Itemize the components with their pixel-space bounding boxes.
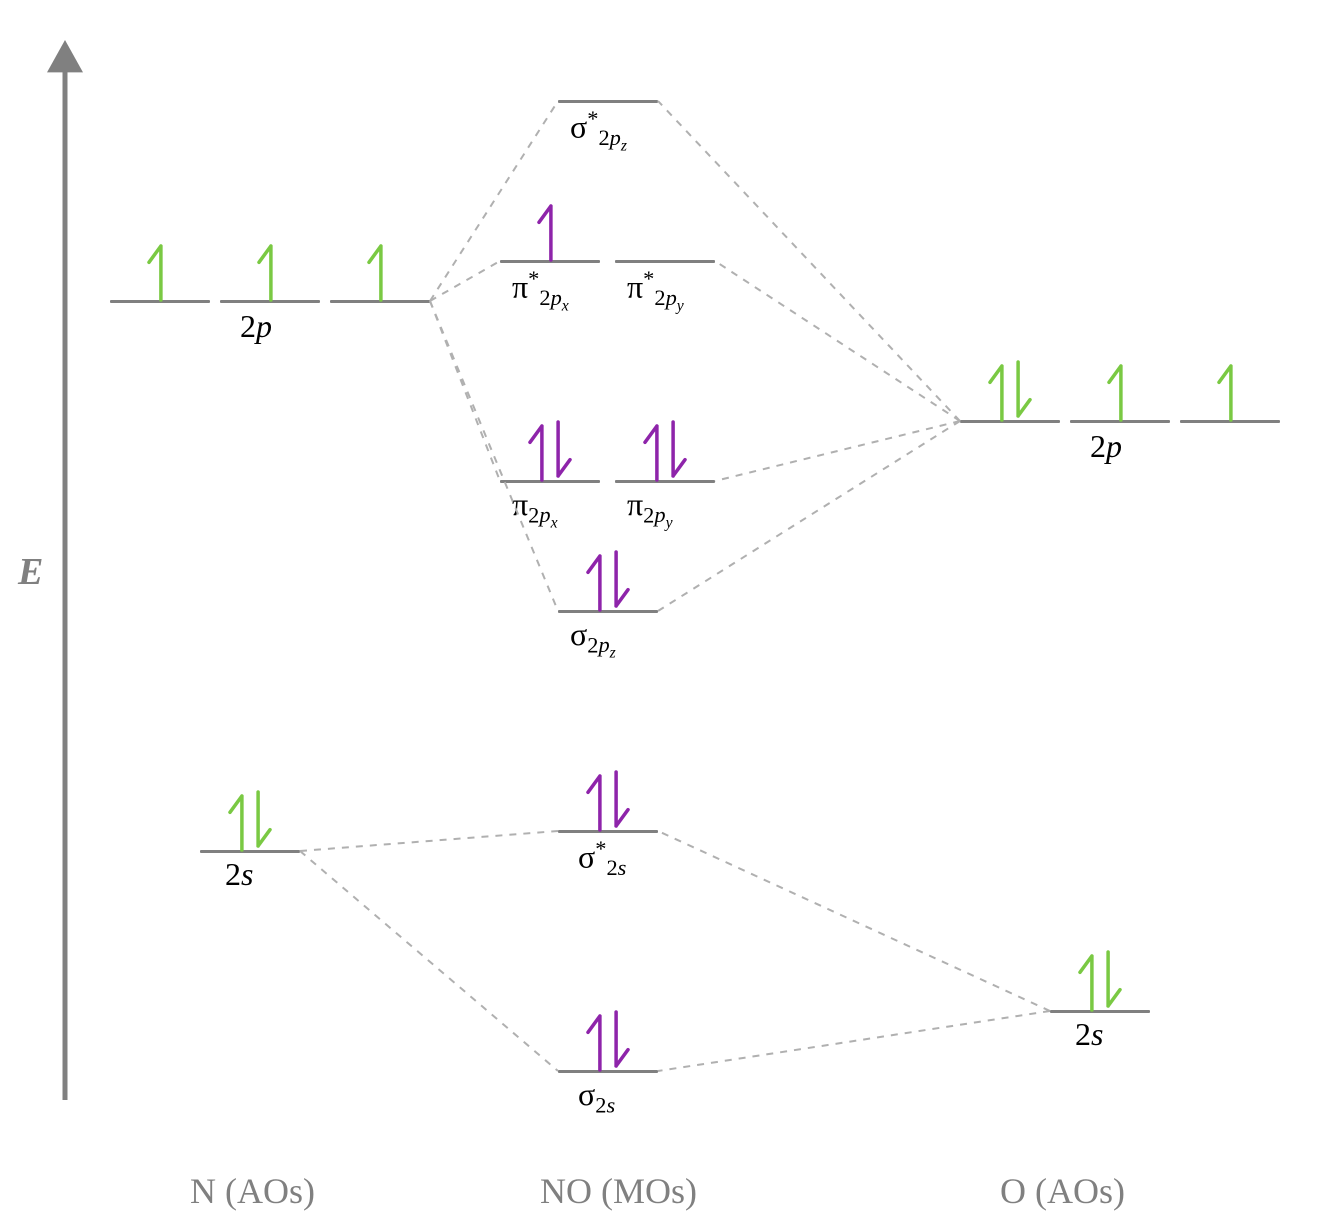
orbital-level-pi_2py <box>615 480 715 483</box>
spin-up-icon <box>647 422 665 480</box>
orbital-label-pi_2py: π2py <box>627 486 673 533</box>
orbital-label-pi_2px_star: π*2px <box>512 266 569 316</box>
column-label-right: O (AOs) <box>1000 1170 1125 1212</box>
energy-axis <box>35 0 95 1224</box>
orbital-level-sigma_2s <box>558 1070 658 1073</box>
orbital-level-sigma_2pz_star <box>558 100 658 103</box>
spin-up-icon <box>232 792 250 850</box>
orbital-label-pi_2px: π2px <box>512 486 558 533</box>
column-label-left: N (AOs) <box>190 1170 315 1212</box>
column-label-center: NO (MOs) <box>540 1170 697 1212</box>
orbital-label-sigma_2s_star: σ*2s <box>578 836 626 881</box>
orbital-label-N_2p_label: 2p <box>240 308 272 345</box>
spin-up-icon <box>992 362 1010 420</box>
spin-up-icon <box>1082 952 1100 1010</box>
spin-up-icon <box>151 242 169 300</box>
spin-down-icon <box>665 422 683 480</box>
correlation-lines <box>0 0 1340 1224</box>
spin-down-icon <box>1100 952 1118 1010</box>
orbital-label-O_2s: 2s <box>1075 1016 1103 1053</box>
orbital-label-pi_2py_star: π*2py <box>627 266 684 316</box>
orbital-level-pi_2py_star <box>615 260 715 263</box>
energy-axis-label: E <box>18 550 43 594</box>
orbital-label-N_2s: 2s <box>225 856 253 893</box>
orbital-level-sigma_2pz <box>558 610 658 613</box>
spin-up-icon <box>590 1012 608 1070</box>
spin-up-icon <box>371 242 389 300</box>
orbital-label-O_2p_label: 2p <box>1090 428 1122 465</box>
mo-diagram-canvas: E 2s 2p 2s 2p σ2s σ*2s σ2pz π2px π2py π*2px π*2py σ*… <box>0 0 1340 1224</box>
spin-up-icon <box>590 772 608 830</box>
orbital-level-N_2s <box>200 850 300 853</box>
orbital-level-O_2p_1 <box>960 420 1060 423</box>
spin-up-icon <box>1221 362 1239 420</box>
spin-down-icon <box>608 552 626 610</box>
orbital-level-pi_2px <box>500 480 600 483</box>
orbital-level-O_2s <box>1050 1010 1150 1013</box>
orbital-label-sigma_2pz_star: σ*2pz <box>570 106 627 156</box>
spin-up-icon <box>1111 362 1129 420</box>
spin-down-icon <box>1010 362 1028 420</box>
spin-down-icon <box>608 1012 626 1070</box>
spin-up-icon <box>532 422 550 480</box>
spin-down-icon <box>550 422 568 480</box>
orbital-label-sigma_2s: σ2s <box>578 1076 615 1118</box>
orbital-label-sigma_2pz: σ2pz <box>570 616 616 663</box>
spin-down-icon <box>608 772 626 830</box>
spin-up-icon <box>590 552 608 610</box>
spin-up-icon <box>261 242 279 300</box>
spin-down-icon <box>250 792 268 850</box>
spin-up-icon <box>541 202 559 260</box>
orbital-level-sigma_2s_star <box>558 830 658 833</box>
